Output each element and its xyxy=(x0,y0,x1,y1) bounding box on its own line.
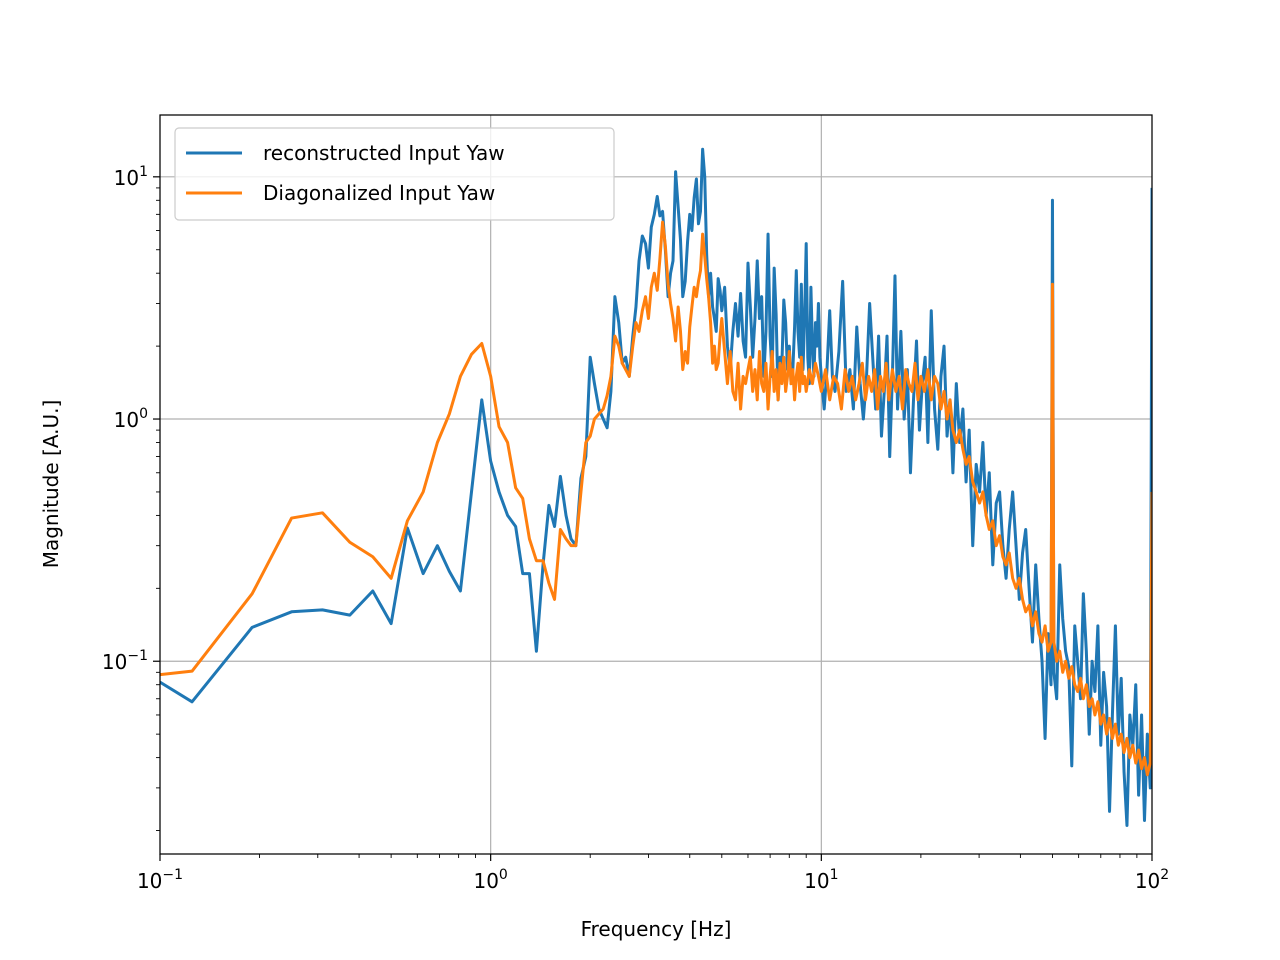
grid xyxy=(160,115,1152,854)
x-tick-label: 102 xyxy=(1135,867,1169,893)
series-line-2 xyxy=(160,220,1152,777)
plot-frame xyxy=(159,114,1153,855)
x-tick-label: 10−1 xyxy=(137,867,183,893)
x-axis-label: Frequency [Hz] xyxy=(581,917,732,941)
y-tick-label: 10−1 xyxy=(102,648,148,674)
ticks: 10−1 100 101 102 10−1 100 101 xyxy=(102,164,1169,893)
x-tick-label: 101 xyxy=(804,867,838,893)
legend-label-1: reconstructed Input Yaw xyxy=(263,141,505,165)
legend-box xyxy=(174,127,615,221)
x-tick-label: 100 xyxy=(473,867,507,893)
y-tick-label: 100 xyxy=(114,406,148,432)
legend-label-2: Diagonalized Input Yaw xyxy=(263,181,495,205)
plot-series xyxy=(160,147,1152,827)
y-axis-label: Magnitude [A.U.] xyxy=(39,400,63,569)
legend: reconstructed Input Yaw Diagonalized Inpu… xyxy=(174,127,615,221)
y-tick-label: 101 xyxy=(114,164,148,190)
